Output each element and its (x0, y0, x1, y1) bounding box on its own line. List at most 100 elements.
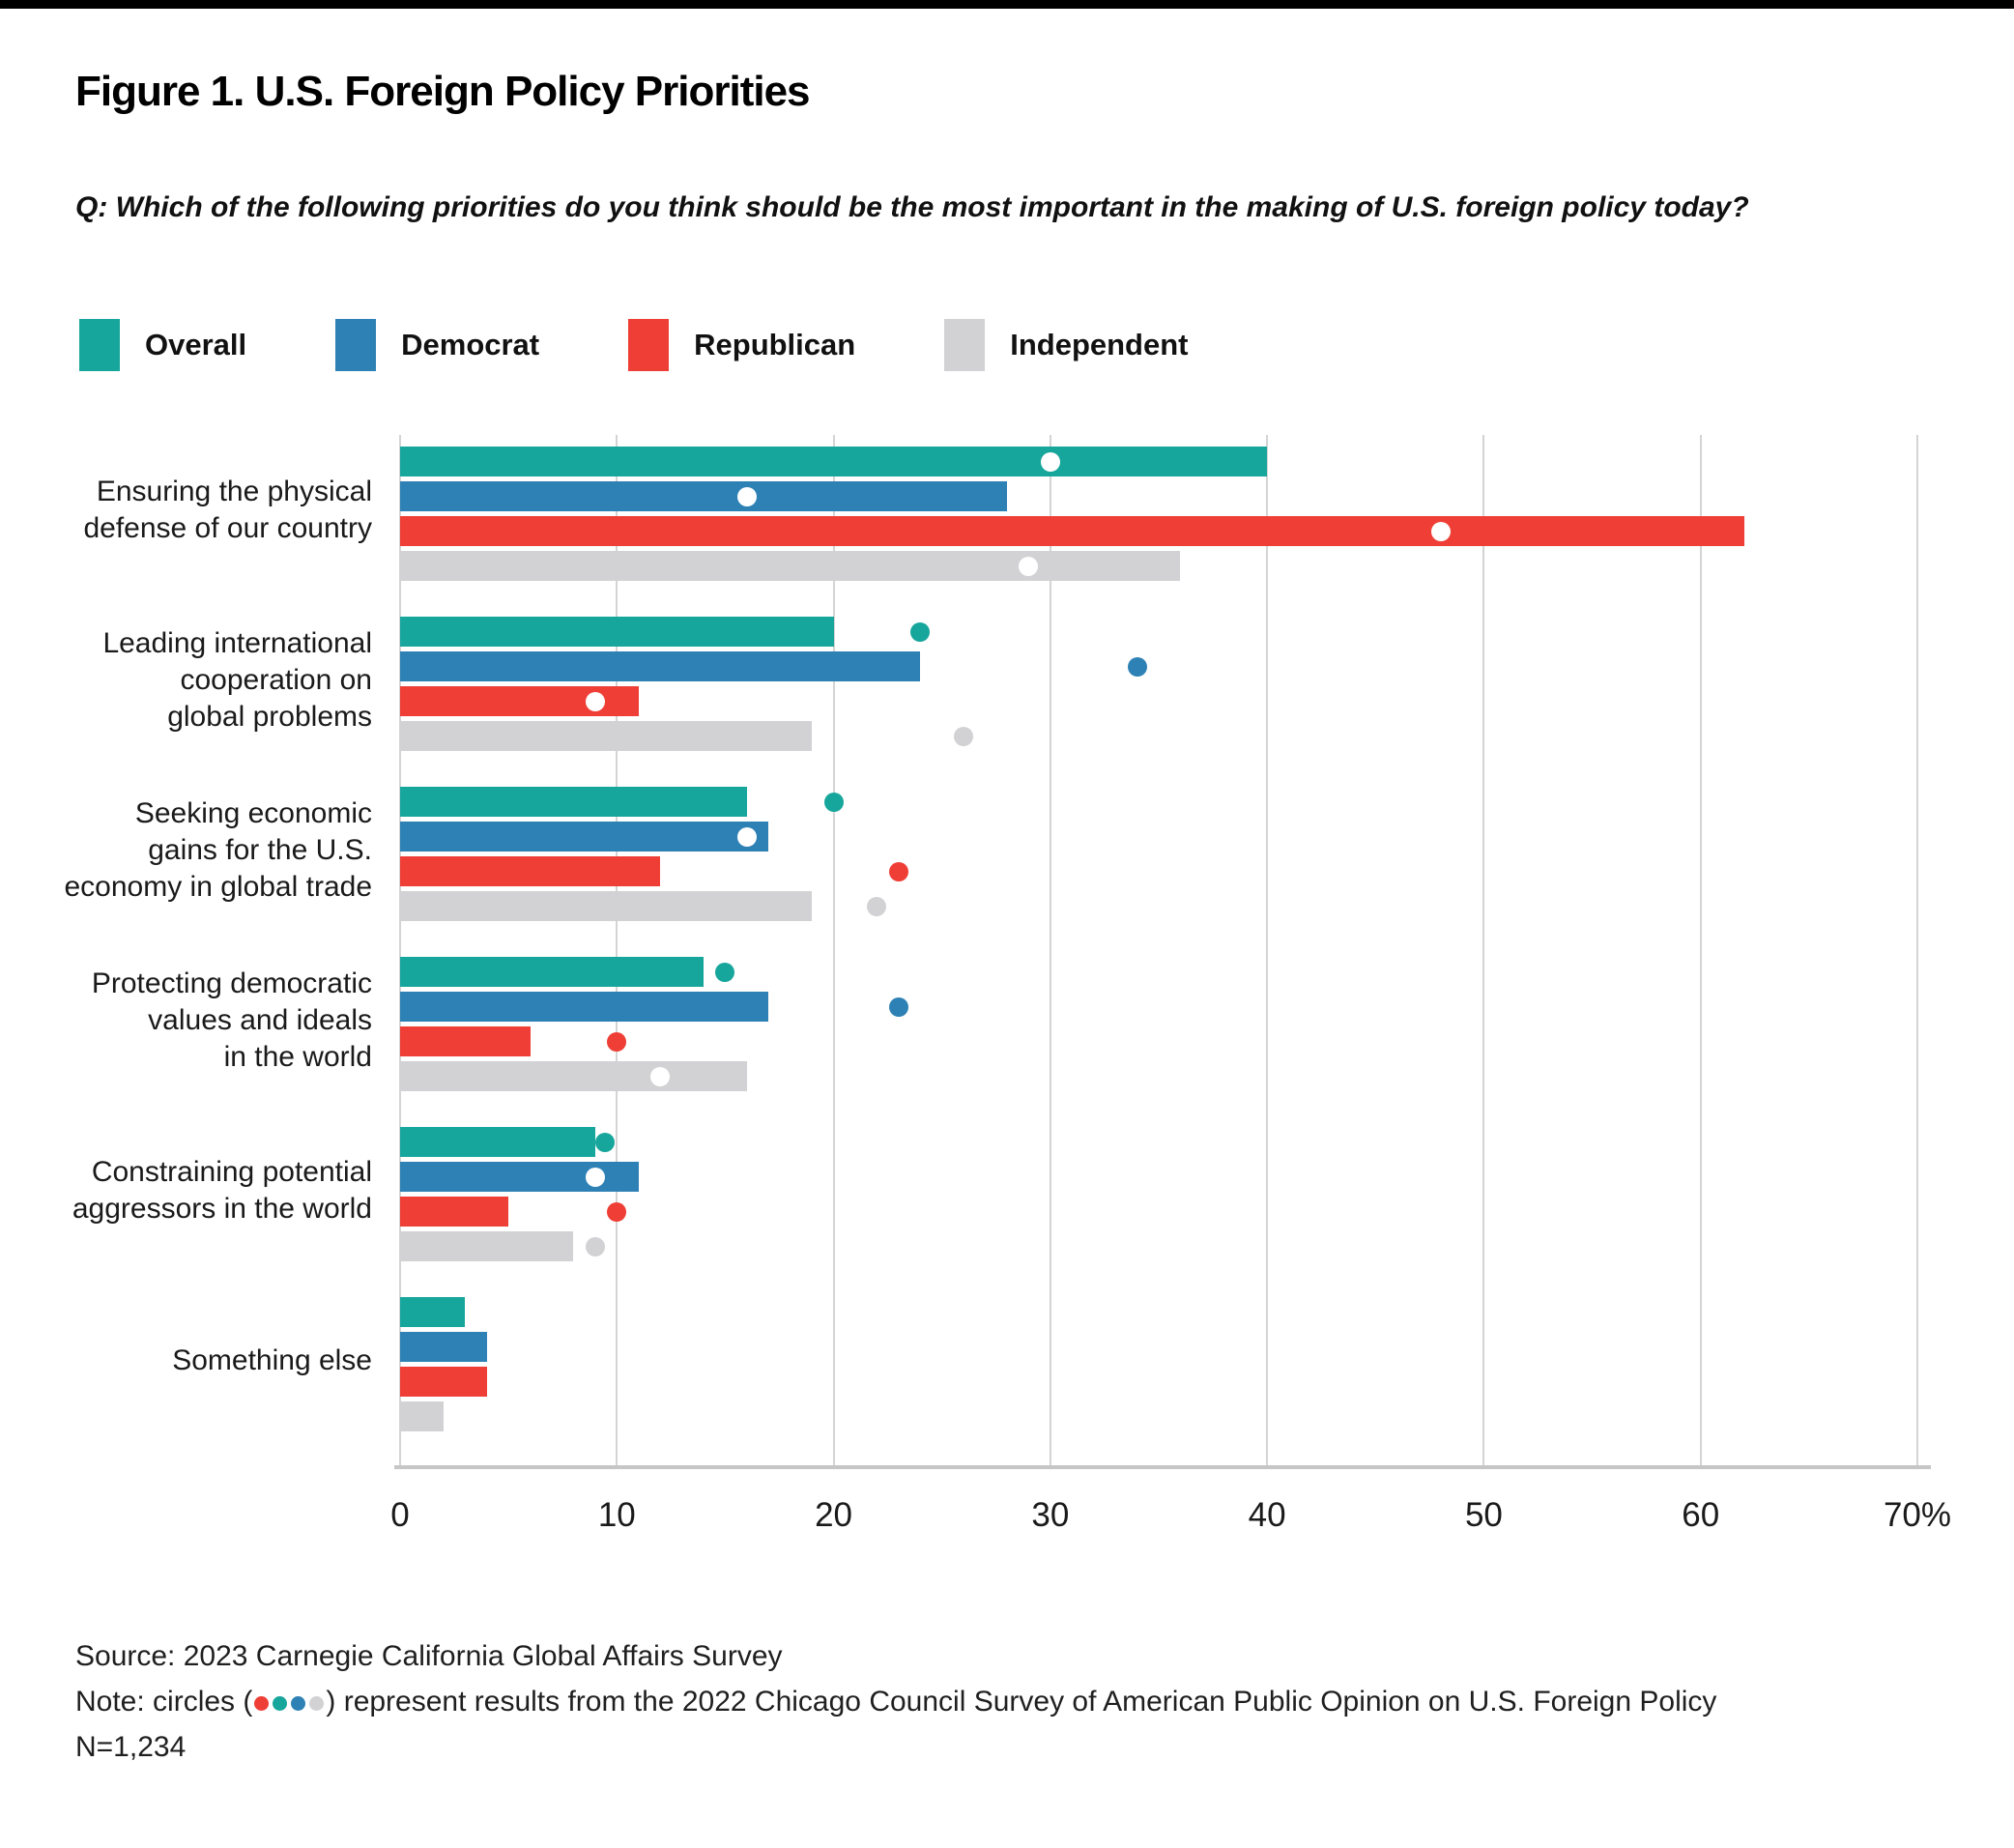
source-text: Source: 2023 Carnegie California Global … (75, 1640, 783, 1672)
bar-independent-5 (400, 1231, 574, 1261)
gridline-20 (832, 435, 835, 1469)
note-dot (309, 1696, 325, 1711)
circle-2022-independent-3 (867, 896, 887, 916)
category-label-5: Constraining potential aggressors in the … (72, 1154, 372, 1227)
category-label-3: Seeking economic gains for the U.S. econom… (64, 795, 372, 906)
category-label-line: economy in global trade (64, 870, 372, 903)
bar-overall-6 (400, 1297, 466, 1327)
top-border (0, 0, 2014, 9)
legend-label: Democrat (401, 328, 540, 361)
category-label-line: gains for the U.S. (148, 833, 372, 866)
bar-democrat-6 (400, 1332, 487, 1362)
bar-democrat-2 (400, 651, 921, 681)
method-note: Note: circles ( ) represent results from … (75, 1679, 1716, 1724)
legend-swatch-republican (628, 319, 670, 371)
bar-independent-2 (400, 721, 813, 751)
category-label-line: Leading international (102, 626, 372, 659)
category-label-line: defense of our country (83, 511, 372, 544)
bar-democrat-1 (400, 481, 1007, 511)
plot-area (399, 435, 1918, 1469)
bar-independent-4 (400, 1061, 747, 1091)
legend-item-independent: Independent (944, 319, 1189, 371)
x-tick-label-20: 20 (815, 1496, 853, 1534)
gridline-30 (1049, 435, 1051, 1469)
bar-democrat-4 (400, 992, 769, 1022)
circle-2022-independent-2 (954, 726, 974, 746)
x-tick-label-30: 30 (1031, 1496, 1070, 1534)
figure-title: Figure 1. U.S. Foreign Policy Priorities (75, 68, 811, 115)
bar-independent-6 (400, 1401, 444, 1431)
circle-2022-republican-4 (607, 1031, 627, 1052)
note-dot (273, 1696, 288, 1711)
category-label-line: aggressors in the world (72, 1192, 372, 1225)
x-axis: 0 10 20 30 40 50 60 70% (390, 1496, 1951, 1545)
legend-label: Republican (694, 328, 856, 361)
gridline-10 (616, 435, 619, 1469)
bar-republican-5 (400, 1197, 509, 1227)
note-prefix: Note: circles ( (75, 1686, 253, 1718)
circle-2022-republican-3 (888, 861, 908, 881)
category-label-line: cooperation on (180, 663, 373, 696)
circle-2022-overall-2 (910, 621, 931, 642)
category-label-line: values and ideals (148, 1003, 372, 1036)
gridline-0 (399, 435, 401, 1469)
circle-2022-democrat-4 (888, 996, 908, 1017)
note-dots (252, 1686, 326, 1718)
legend-item-democrat: Democrat (335, 319, 539, 371)
chart-legend: Overall Democrat Republican Independent (79, 319, 1189, 371)
note-suffix: ) represent results from the 2022 Chicag… (326, 1686, 1717, 1718)
legend-swatch-independent (944, 319, 986, 371)
circle-2022-overall-1 (1040, 451, 1060, 472)
category-label-6: Something else (172, 1343, 372, 1379)
bar-independent-3 (400, 891, 813, 921)
circle-2022-democrat-3 (736, 826, 757, 847)
circle-2022-independent-1 (1019, 556, 1039, 576)
circle-2022-independent-5 (585, 1236, 605, 1256)
note-dot (291, 1696, 306, 1711)
category-label-line: Ensuring the physical (96, 475, 372, 507)
bar-overall-4 (400, 957, 704, 987)
category-label-line: global problems (167, 700, 372, 733)
gridline-50 (1482, 435, 1485, 1469)
category-label-line: in the world (223, 1040, 372, 1073)
figure-footer: Source: 2023 Carnegie California Global … (75, 1633, 1716, 1770)
legend-item-overall: Overall (79, 319, 246, 371)
circle-2022-republican-2 (585, 691, 605, 711)
sample-size: N=1,234 (75, 1731, 187, 1763)
circle-2022-overall-5 (594, 1132, 615, 1152)
category-label-2: Leading international cooperation on globa… (102, 625, 372, 736)
note-dot (254, 1696, 270, 1711)
x-tick-label-50: 50 (1464, 1496, 1503, 1534)
circle-2022-republican-5 (607, 1201, 627, 1222)
x-tick-label-60: 60 (1682, 1496, 1720, 1534)
category-label-4: Protecting democratic values and ideals in… (92, 966, 372, 1076)
category-label-line: Something else (172, 1343, 372, 1376)
x-tick-label-40: 40 (1248, 1496, 1286, 1534)
bar-republican-6 (400, 1367, 487, 1397)
bar-democrat-3 (400, 822, 769, 852)
category-label-line: Seeking economic (134, 796, 372, 829)
legend-label: Independent (1010, 328, 1189, 361)
bar-republican-1 (400, 516, 1744, 546)
category-label-line: Constraining potential (91, 1155, 372, 1188)
circle-2022-democrat-5 (585, 1167, 605, 1187)
circle-2022-independent-4 (650, 1066, 671, 1086)
circle-2022-overall-4 (715, 962, 735, 982)
x-tick-label-10: 10 (597, 1496, 636, 1534)
bar-republican-4 (400, 1026, 531, 1056)
gridline-60 (1699, 435, 1702, 1469)
x-tick-label-0: 0 (390, 1496, 410, 1534)
bar-overall-1 (400, 447, 1268, 476)
survey-question: Q: Which of the following priorities do … (75, 191, 1749, 223)
bar-republican-3 (400, 856, 661, 886)
gridline-70 (1916, 435, 1918, 1469)
circle-2022-democrat-1 (736, 486, 757, 506)
circle-2022-democrat-2 (1127, 656, 1147, 677)
x-tick-label-70: 70% (1883, 1496, 1952, 1534)
bar-overall-2 (400, 617, 834, 647)
source-note: Source: 2023 Carnegie California Global … (75, 1633, 1716, 1679)
legend-swatch-democrat (335, 319, 377, 371)
legend-item-republican: Republican (628, 319, 855, 371)
